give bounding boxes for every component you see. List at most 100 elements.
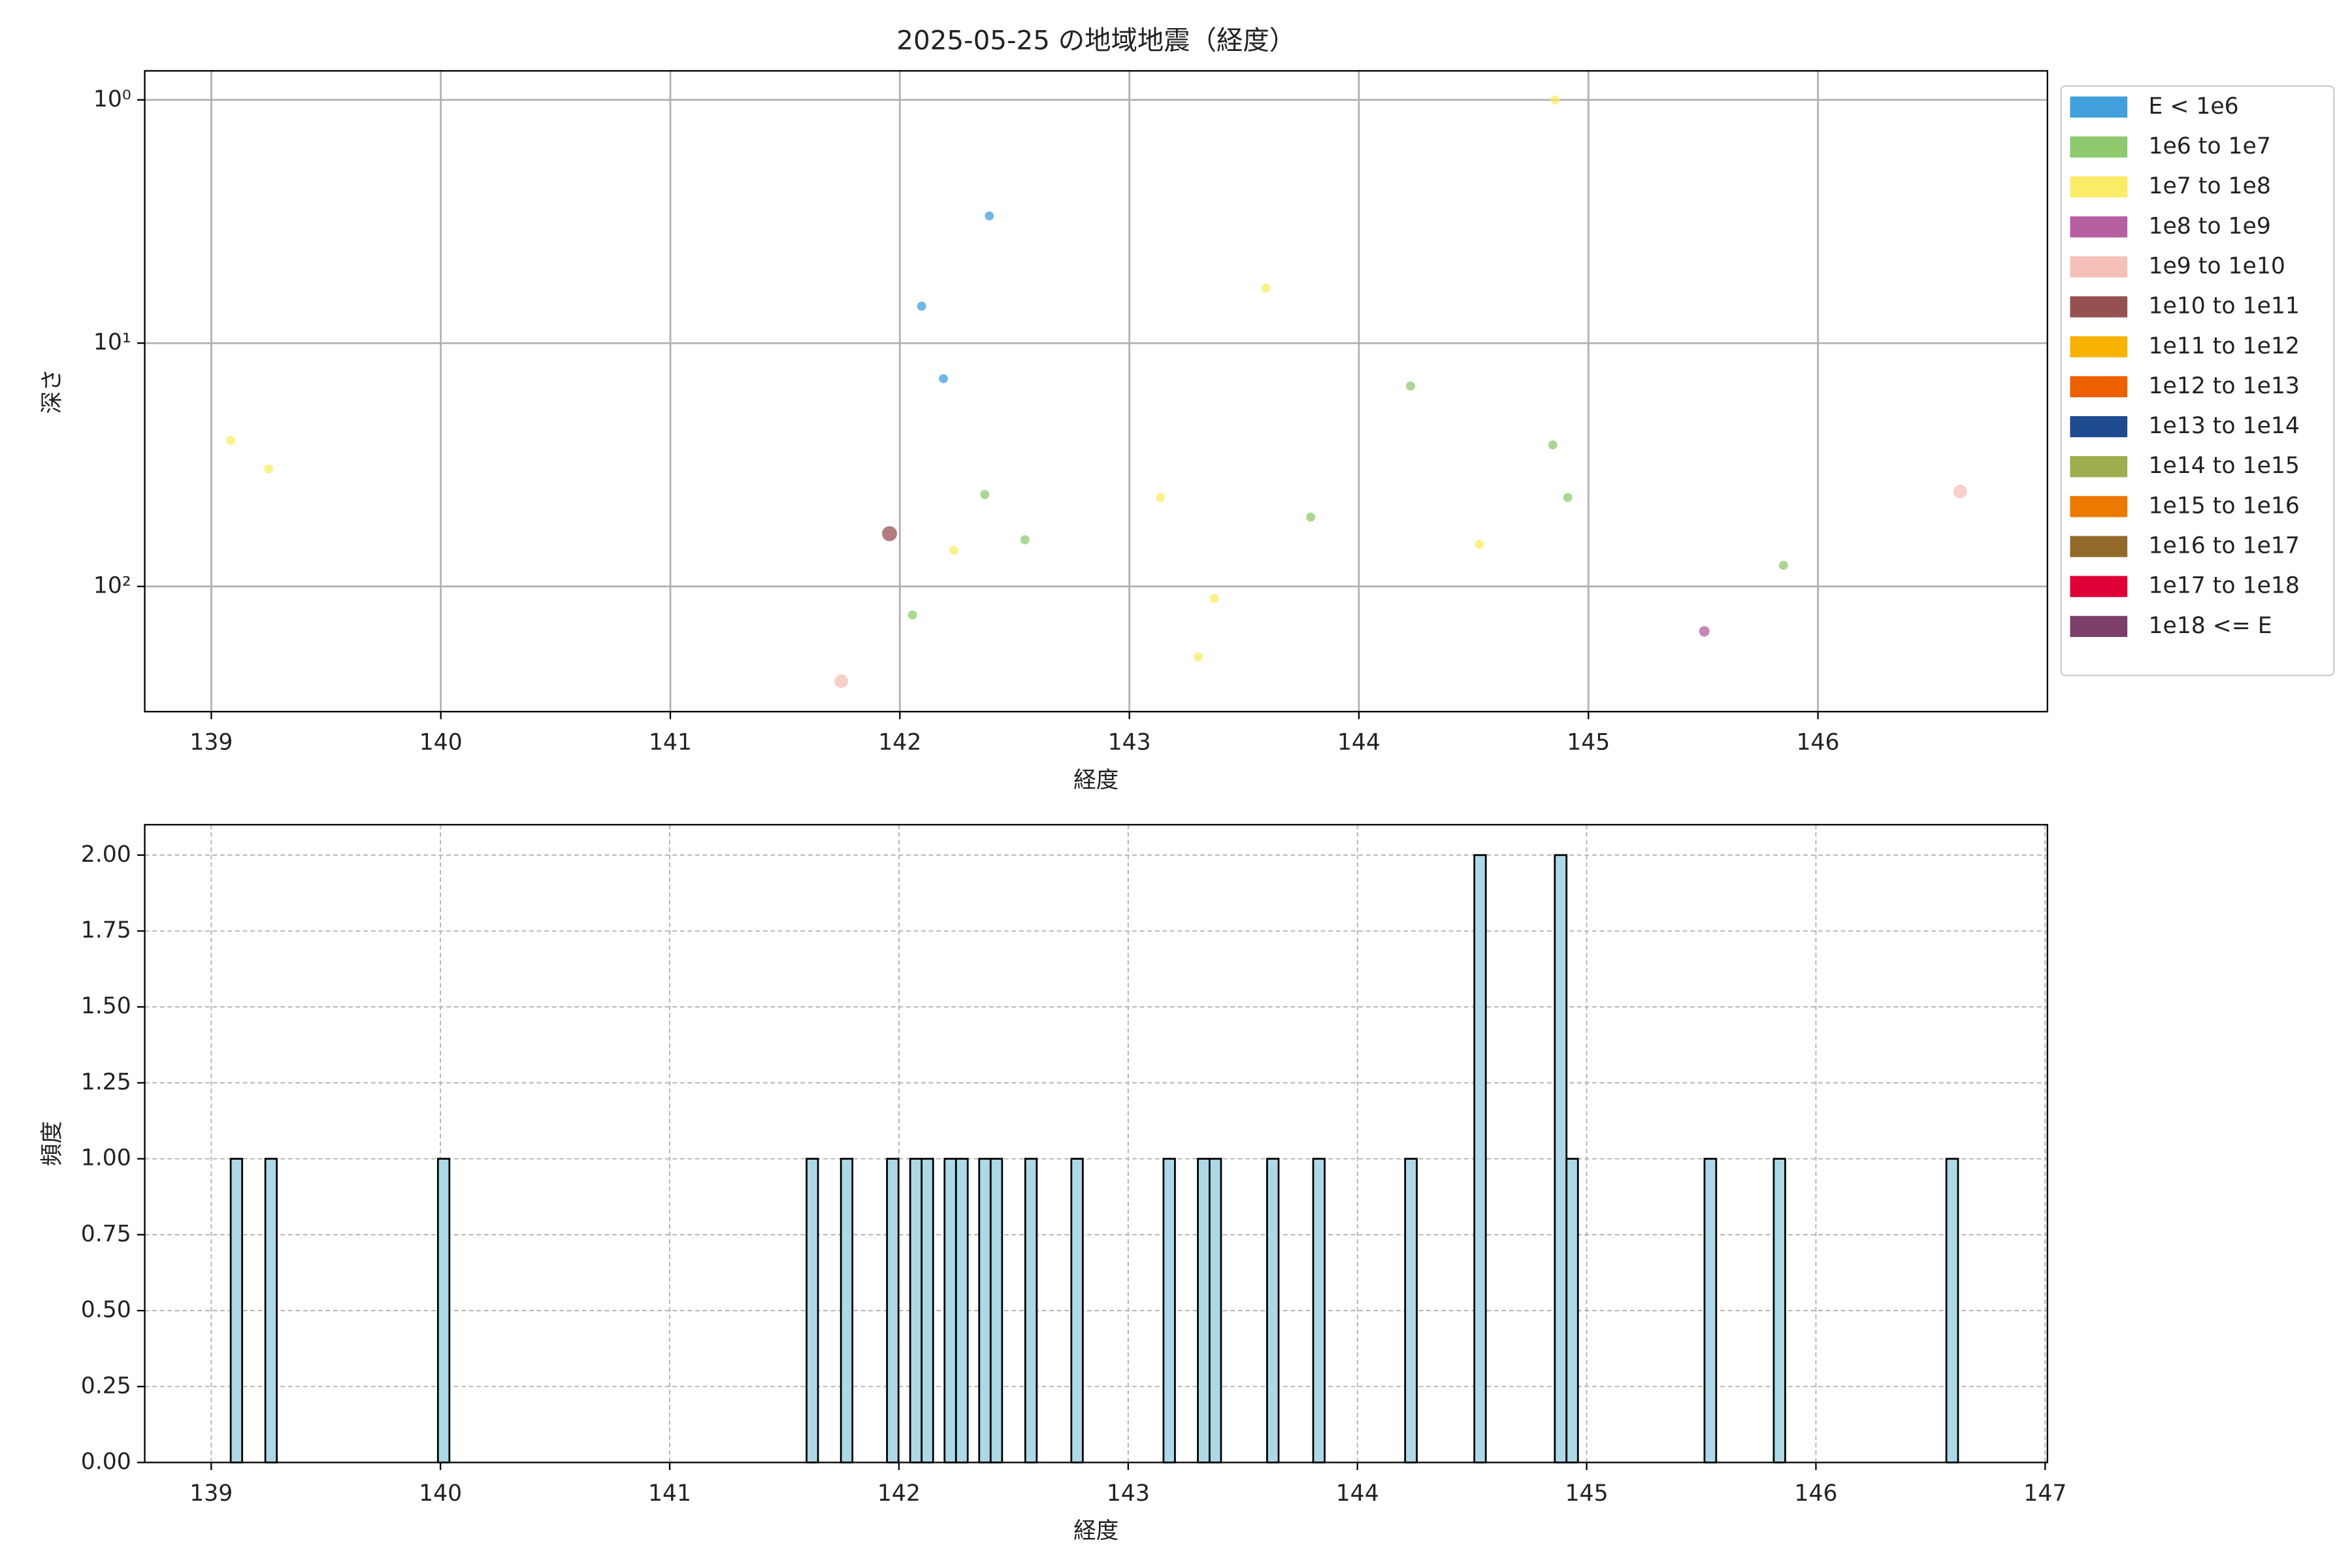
x-tick-label: 145	[1565, 1480, 1609, 1507]
data-point	[949, 546, 958, 555]
data-point	[1475, 540, 1484, 549]
legend-swatch	[2070, 216, 2128, 238]
legend-label: 1e14 to 1e15	[2148, 453, 2299, 479]
y-axis-label: 深さ	[39, 368, 65, 414]
histogram-bar	[978, 1158, 992, 1463]
data-point	[1778, 561, 1788, 570]
x-tick-label: 144	[1336, 1480, 1379, 1507]
histogram-bar	[1312, 1158, 1326, 1463]
histogram-bar	[1208, 1158, 1222, 1463]
y-tick-label: 2.00	[81, 841, 131, 868]
x-tick-label: 140	[419, 730, 463, 756]
histogram-bar	[1703, 1158, 1718, 1463]
legend-swatch	[2070, 416, 2128, 438]
x-tick-label: 143	[1107, 1480, 1150, 1507]
y-tick-label: 1.75	[81, 917, 131, 943]
y-tick-label: 0.50	[81, 1297, 131, 1323]
legend-label: 1e13 to 1e14	[2148, 413, 2299, 439]
legend-swatch	[2070, 136, 2128, 158]
histogram-bar	[229, 1158, 244, 1463]
y-tick-label: 0.25	[81, 1373, 131, 1399]
histogram-bar	[1162, 1158, 1176, 1463]
x-axis-label: 経度	[1073, 1518, 1119, 1544]
legend-label: 1e18 <= E	[2148, 613, 2272, 639]
data-point	[1261, 284, 1271, 293]
histogram-bar	[806, 1158, 819, 1463]
x-tick-label: 145	[1567, 730, 1610, 756]
histogram-bar	[1404, 1158, 1418, 1463]
x-tick-label: 142	[877, 1480, 921, 1507]
plot-frame	[144, 70, 2048, 713]
histogram-bar	[840, 1158, 854, 1463]
data-point	[1194, 652, 1203, 662]
data-point	[1699, 626, 1710, 637]
chart-title: 2025-05-25 の地域地震（経度）	[896, 25, 1296, 56]
x-tick-label: 146	[1794, 1480, 1837, 1507]
histogram-bar	[1070, 1158, 1084, 1463]
legend-swatch	[2070, 296, 2128, 318]
legend-label: 1e10 to 1e11	[2148, 293, 2299, 319]
data-point	[917, 301, 926, 311]
legend-swatch	[2070, 256, 2128, 278]
legend-label: 1e9 to 1e10	[2148, 253, 2285, 279]
histogram-bar	[921, 1158, 934, 1463]
x-tick-label: 139	[189, 730, 233, 756]
y-tick-label: 1.50	[81, 993, 131, 1019]
data-point	[1306, 512, 1316, 522]
legend-label: 1e11 to 1e12	[2148, 333, 2299, 359]
histogram-bar	[886, 1158, 900, 1463]
x-axis-label: 経度	[1073, 767, 1119, 793]
legend-label: 1e8 to 1e9	[2148, 213, 2270, 239]
legend-swatch	[2070, 536, 2128, 557]
data-point	[907, 610, 917, 620]
legend-label: 1e15 to 1e16	[2148, 493, 2299, 519]
y-tick-label: 10¹	[93, 329, 131, 355]
y-axis-label: 頻度	[39, 1121, 65, 1166]
histogram-bar	[989, 1158, 1004, 1463]
histogram-bar	[1024, 1158, 1038, 1463]
data-point	[1953, 484, 1967, 498]
y-tick-label: 0.00	[81, 1448, 131, 1475]
data-point	[1548, 440, 1558, 449]
x-tick-label: 140	[419, 1480, 462, 1507]
x-tick-label: 147	[2023, 1480, 2066, 1507]
x-tick-label: 141	[649, 730, 692, 756]
data-point	[1156, 493, 1165, 502]
data-point	[985, 211, 994, 221]
data-point	[1020, 535, 1030, 545]
histogram-bar	[436, 1158, 451, 1463]
legend-box	[2060, 85, 2335, 676]
legend-swatch	[2070, 576, 2128, 597]
data-point	[1550, 95, 1560, 105]
legend-swatch	[2070, 456, 2128, 478]
y-tick-label: 0.75	[81, 1221, 131, 1247]
legend-label: 1e7 to 1e8	[2148, 173, 2270, 199]
data-point	[980, 490, 990, 499]
legend-label: 1e17 to 1e18	[2148, 573, 2299, 599]
histogram-bar	[1473, 854, 1487, 1463]
x-tick-label: 142	[878, 730, 921, 756]
histogram-bar	[264, 1158, 278, 1463]
data-point	[881, 526, 898, 542]
legend-swatch	[2070, 336, 2128, 357]
histogram-bar	[909, 1158, 923, 1463]
x-tick-label: 146	[1797, 730, 1840, 756]
legend-swatch	[2070, 496, 2128, 517]
plot-frame	[144, 824, 2048, 1463]
histogram-bar	[1565, 1158, 1579, 1463]
data-point	[1563, 493, 1573, 502]
x-tick-label: 144	[1337, 730, 1380, 756]
legend-label: E < 1e6	[2148, 93, 2238, 120]
histogram-bar	[955, 1158, 969, 1463]
data-point	[264, 464, 274, 474]
legend-swatch	[2070, 376, 2128, 398]
histogram-bar	[1266, 1158, 1280, 1463]
y-tick-label: 1.25	[81, 1069, 131, 1095]
data-point	[939, 374, 948, 384]
data-point	[226, 436, 236, 445]
legend-label: 1e6 to 1e7	[2148, 133, 2270, 159]
x-tick-label: 143	[1108, 730, 1151, 756]
legend-swatch	[2070, 176, 2128, 198]
